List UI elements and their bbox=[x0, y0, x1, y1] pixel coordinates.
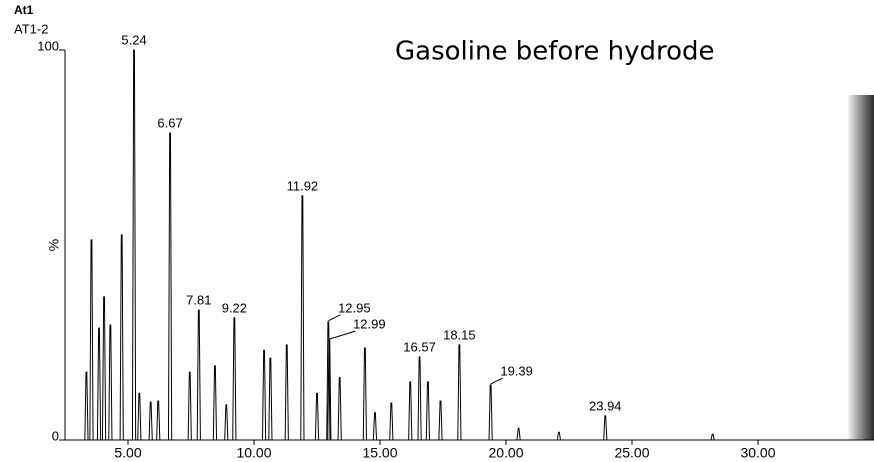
peak-label: 6.67 bbox=[157, 116, 182, 131]
peak-label: 9.22 bbox=[222, 300, 247, 315]
photo bbox=[848, 95, 874, 440]
y-axis-label: % bbox=[46, 239, 62, 251]
peak bbox=[84, 371, 89, 441]
peak bbox=[327, 339, 332, 441]
peak bbox=[101, 296, 107, 441]
peak bbox=[96, 327, 102, 441]
peak-label: 16.57 bbox=[403, 339, 436, 354]
peak-label: 18.15 bbox=[443, 327, 476, 342]
peak bbox=[362, 347, 367, 441]
peak bbox=[261, 349, 267, 441]
peak bbox=[408, 381, 413, 441]
leader-line bbox=[490, 377, 503, 385]
peak bbox=[389, 402, 394, 441]
peak bbox=[119, 234, 124, 441]
peak-label: 23.94 bbox=[589, 398, 622, 413]
x-tick-label: 30.00 bbox=[740, 445, 775, 461]
peak-label: 12.99 bbox=[353, 317, 386, 332]
peak bbox=[314, 392, 320, 441]
peak bbox=[167, 132, 173, 441]
peak-label: 7.81 bbox=[186, 293, 211, 308]
peak bbox=[232, 317, 237, 441]
peak-label: 5.24 bbox=[121, 32, 146, 47]
x-tick-label: 10.00 bbox=[236, 445, 271, 461]
y-tick-label: 0 bbox=[52, 428, 59, 443]
peak bbox=[300, 195, 305, 441]
peak bbox=[268, 357, 273, 441]
peak bbox=[337, 377, 342, 441]
x-tick-label: 20.00 bbox=[488, 445, 523, 461]
peak bbox=[417, 356, 422, 441]
x-tick-label: 25.00 bbox=[614, 445, 649, 461]
peak bbox=[438, 400, 443, 441]
peak bbox=[89, 239, 94, 441]
peak bbox=[108, 324, 113, 441]
peak bbox=[556, 431, 562, 441]
peak bbox=[156, 400, 161, 441]
y-tick-label: 100 bbox=[37, 38, 59, 53]
peak bbox=[603, 415, 608, 441]
legend-entry: AT1-2 bbox=[14, 21, 48, 36]
peak bbox=[488, 384, 493, 441]
peak bbox=[516, 427, 521, 441]
peak bbox=[137, 392, 142, 441]
peak bbox=[224, 404, 229, 441]
peak bbox=[326, 321, 331, 441]
peak bbox=[284, 344, 289, 441]
chart-title: Gasoline before hydrode bbox=[395, 37, 715, 67]
legend-entry: At1 bbox=[14, 3, 34, 17]
x-tick-label: 15.00 bbox=[362, 445, 397, 461]
peak-label: 19.39 bbox=[500, 363, 533, 378]
x-tick-label: 5.00 bbox=[114, 445, 141, 461]
leader-line bbox=[329, 330, 356, 340]
peak-label: 12.95 bbox=[338, 300, 371, 315]
peak bbox=[212, 365, 218, 441]
peak bbox=[372, 412, 378, 441]
peak bbox=[148, 401, 153, 441]
peak-label: 11.92 bbox=[287, 178, 319, 193]
peak bbox=[196, 309, 201, 441]
peak bbox=[425, 381, 430, 441]
peak bbox=[457, 344, 462, 441]
peak bbox=[187, 371, 192, 441]
peak bbox=[131, 49, 137, 441]
leader-line bbox=[328, 314, 341, 322]
peak bbox=[710, 433, 715, 441]
